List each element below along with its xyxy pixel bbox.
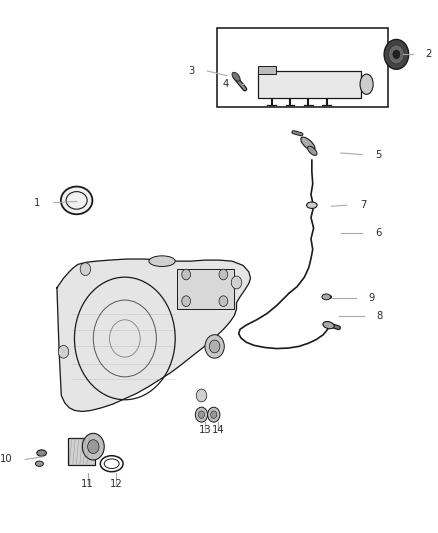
- Circle shape: [209, 340, 220, 353]
- Bar: [258, 66, 276, 74]
- Text: 4: 4: [223, 79, 229, 88]
- Text: 11: 11: [81, 479, 94, 489]
- Text: 7: 7: [360, 200, 367, 210]
- Ellipse shape: [301, 137, 315, 151]
- Text: 1: 1: [34, 198, 41, 207]
- Circle shape: [198, 411, 205, 418]
- Text: 3: 3: [188, 66, 194, 76]
- Circle shape: [80, 263, 91, 276]
- Ellipse shape: [307, 146, 317, 156]
- Bar: [177, 269, 234, 309]
- Bar: [217, 28, 388, 107]
- Circle shape: [205, 335, 224, 358]
- Polygon shape: [57, 259, 251, 411]
- Circle shape: [211, 411, 217, 418]
- Circle shape: [384, 39, 409, 69]
- Text: 10: 10: [0, 455, 12, 464]
- Text: 2: 2: [426, 50, 432, 59]
- Circle shape: [182, 269, 191, 280]
- Circle shape: [182, 296, 191, 306]
- Circle shape: [231, 276, 242, 289]
- Bar: [68, 438, 95, 465]
- Text: 12: 12: [110, 479, 123, 489]
- Ellipse shape: [37, 450, 46, 456]
- Ellipse shape: [323, 321, 334, 329]
- Bar: [258, 71, 361, 98]
- Circle shape: [389, 45, 404, 64]
- Text: 9: 9: [369, 294, 375, 303]
- Circle shape: [208, 407, 220, 422]
- Circle shape: [82, 433, 104, 460]
- Text: 8: 8: [377, 311, 383, 320]
- Ellipse shape: [360, 74, 373, 94]
- Ellipse shape: [322, 294, 331, 300]
- Text: 5: 5: [375, 150, 382, 159]
- Circle shape: [196, 389, 207, 402]
- Text: 13: 13: [199, 425, 211, 435]
- Ellipse shape: [35, 461, 43, 466]
- Ellipse shape: [149, 256, 175, 266]
- Ellipse shape: [307, 202, 317, 208]
- Circle shape: [58, 345, 69, 358]
- Text: 6: 6: [375, 229, 382, 238]
- Ellipse shape: [232, 72, 240, 81]
- Circle shape: [393, 50, 400, 59]
- Circle shape: [88, 440, 99, 454]
- Ellipse shape: [61, 187, 92, 214]
- Circle shape: [219, 269, 228, 280]
- Circle shape: [219, 296, 228, 306]
- Circle shape: [195, 407, 208, 422]
- Text: 14: 14: [212, 425, 224, 435]
